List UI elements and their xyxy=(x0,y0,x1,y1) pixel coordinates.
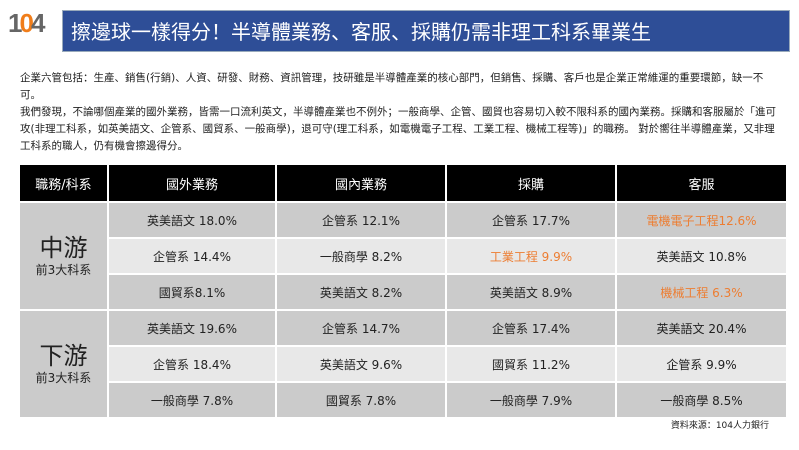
table-cell: 英美語文 9.6% xyxy=(275,345,447,383)
table-cell: 機械工程 6.3% xyxy=(615,273,788,311)
column-header: 國內業務 xyxy=(275,163,447,203)
table-cell: 國貿系 7.8% xyxy=(275,381,447,419)
table-cell: 企管系 18.4% xyxy=(107,345,277,383)
column-header: 客服 xyxy=(615,163,788,203)
page-title: 擦邊球一樣得分！半導體業務、客服、採購仍需非理工科系畢業生 xyxy=(62,10,790,52)
table-cell: 英美語文 10.8% xyxy=(615,237,788,275)
group-label: 中游 前3大科系 xyxy=(18,201,109,311)
intro-text: 企業六管包括：生產、銷售(行銷)、人資、研發、財務、資訊管理，技研雖是半導體產業… xyxy=(20,70,780,155)
table-cell: 工業工程 9.9% xyxy=(445,237,617,275)
table-row: 企管系 14.4% 一般商學 8.2% 工業工程 9.9% 英美語文 10.8% xyxy=(19,237,788,275)
table-cell: 英美語文 18.0% xyxy=(107,201,277,239)
table-row: 下游 前3大科系 英美語文 19.6% 企管系 14.7% 企管系 17.4% 英美語文 … xyxy=(18,309,788,419)
group-sub: 前3大科系 xyxy=(35,371,92,386)
table-cell: 企管系 17.7% xyxy=(445,201,617,239)
table-cell: 英美語文 20.4% xyxy=(615,309,788,347)
group-sub: 前3大科系 xyxy=(35,263,92,278)
group-name: 中游 xyxy=(39,234,88,263)
column-header: 職務/科系 xyxy=(18,163,109,203)
intro-paragraph: 企業六管包括：生產、銷售(行銷)、人資、研發、財務、資訊管理，技研雖是半導體產業… xyxy=(20,72,764,101)
table-cell: 英美語文 8.9% xyxy=(445,273,617,311)
table-cell: 英美語文 8.2% xyxy=(275,273,447,311)
table-cell: 英美語文 19.6% xyxy=(107,309,277,347)
table-cell: 電機電子工程12.6% xyxy=(615,201,788,239)
table-cell: 企管系 12.1% xyxy=(275,201,447,239)
table-cell: 企管系 14.7% xyxy=(275,309,447,347)
table-row: 國貿系8.1% 英美語文 8.2% 英美語文 8.9% 機械工程 6.3% xyxy=(19,273,788,311)
table-row: 企管系 18.4% 英美語文 9.6% 國貿系 11.2% 企管系 9.9% xyxy=(19,345,788,383)
source-note: 資料來源：104人力銀行 xyxy=(670,421,769,431)
logo-104: 104 xyxy=(8,8,46,38)
table-cell: 國貿系 11.2% xyxy=(445,345,617,383)
major-table: 職務/科系 國外業務 國內業務 採購 客服 中游 前3大科系 英美語文 18.0% 企管系 1… xyxy=(18,163,788,419)
table-cell: 企管系 14.4% xyxy=(107,237,277,275)
column-header: 國外業務 xyxy=(107,163,277,203)
table-cell: 一般商學 8.2% xyxy=(275,237,447,275)
table-cell: 一般商學 8.5% xyxy=(615,381,788,419)
table-cell: 國貿系8.1% xyxy=(107,273,277,311)
table-cell: 企管系 9.9% xyxy=(615,345,788,383)
table-row: 中游 前3大科系 英美語文 18.0% 企管系 12.1% 企管系 17.7% 電機電子工… xyxy=(18,201,788,311)
intro-paragraph: 我們發現，不論哪個產業的國外業務，皆需一口流利英文，半導體產業也不例外；一般商學… xyxy=(20,106,776,152)
group-label: 下游 前3大科系 xyxy=(18,309,109,419)
table-row: 一般商學 7.8% 國貿系 7.8% 一般商學 7.9% 一般商學 8.5% xyxy=(19,381,788,419)
table-cell: 企管系 17.4% xyxy=(445,309,617,347)
column-header: 採購 xyxy=(445,163,617,203)
group-name: 下游 xyxy=(39,342,88,371)
table-cell: 一般商學 7.8% xyxy=(107,381,277,419)
table-cell: 一般商學 7.9% xyxy=(445,381,617,419)
